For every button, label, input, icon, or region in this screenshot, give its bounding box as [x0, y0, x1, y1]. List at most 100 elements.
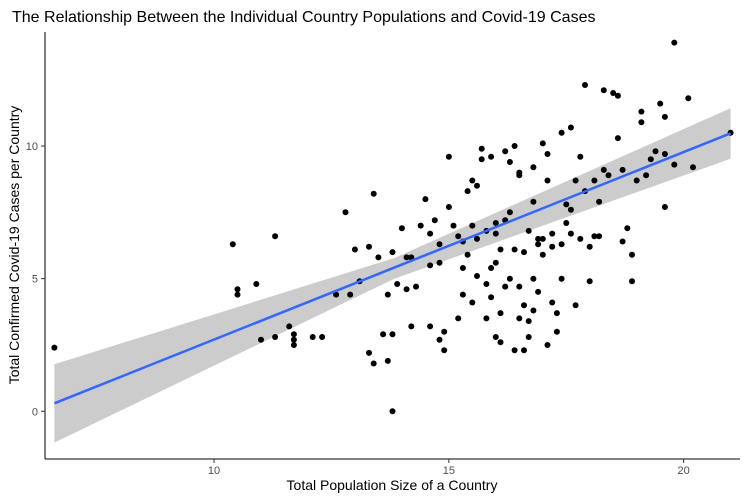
data-point [272, 233, 279, 240]
data-point [600, 166, 607, 173]
data-point [474, 235, 480, 242]
y-tick-label: 0 [32, 406, 38, 418]
data-point [464, 251, 471, 258]
data-point [671, 39, 678, 46]
data-point [445, 153, 452, 160]
x-tick-label: 20 [678, 465, 690, 477]
data-point [516, 172, 523, 179]
data-point [563, 220, 570, 226]
data-point [389, 249, 396, 256]
data-point [671, 161, 678, 168]
y-tick-label: 10 [26, 141, 38, 153]
data-point [384, 291, 391, 298]
data-point [469, 177, 476, 184]
data-point [591, 233, 598, 240]
data-point [638, 119, 645, 126]
data-point [596, 198, 603, 205]
data-point [629, 278, 635, 285]
data-point [488, 153, 495, 160]
data-point [577, 153, 584, 160]
data-point [614, 92, 621, 99]
data-point [549, 230, 556, 237]
data-point [398, 225, 405, 232]
data-point [558, 241, 565, 248]
data-point [511, 143, 518, 149]
data-point [492, 220, 499, 226]
data-point [633, 177, 640, 184]
data-point [478, 145, 485, 152]
data-point [567, 230, 574, 237]
data-point [553, 310, 560, 317]
data-point [234, 291, 241, 298]
data-point [572, 177, 579, 184]
data-point [596, 233, 603, 240]
data-point [366, 349, 372, 356]
data-point [661, 204, 668, 210]
data-point [605, 172, 612, 179]
confidence-band-layer [54, 108, 731, 443]
x-tick-label: 15 [443, 465, 455, 477]
data-point [366, 243, 372, 250]
data-point [469, 222, 476, 229]
data-point [408, 323, 415, 330]
x-axis-title: Total Population Size of a Country [287, 477, 498, 493]
data-point [530, 164, 537, 171]
data-point [441, 328, 448, 335]
data-point [413, 283, 419, 290]
data-point [384, 357, 391, 364]
data-point [229, 241, 236, 248]
data-point [577, 235, 584, 242]
data-point [436, 241, 443, 248]
data-point [610, 90, 617, 96]
confidence-band [54, 108, 731, 443]
data-point [403, 286, 410, 293]
data-point [427, 262, 434, 269]
data-point [403, 254, 410, 261]
points-layer [51, 39, 734, 415]
data-point [553, 328, 560, 335]
data-point [549, 299, 556, 306]
data-point [488, 294, 495, 301]
data-point [492, 230, 499, 237]
data-point [614, 135, 621, 142]
data-point [464, 188, 471, 195]
data-point [624, 225, 631, 232]
data-point [286, 323, 293, 330]
data-point [258, 336, 264, 343]
data-point [375, 254, 382, 261]
data-point [690, 164, 696, 171]
data-point [544, 342, 551, 348]
data-point [525, 227, 532, 234]
data-point [459, 291, 466, 298]
data-point [535, 241, 542, 248]
data-point [600, 87, 607, 94]
data-point [558, 129, 565, 136]
data-point [582, 82, 588, 88]
data-point [535, 288, 542, 295]
data-point [290, 336, 297, 343]
data-point [459, 265, 466, 271]
data-point [333, 291, 340, 298]
data-point [629, 251, 635, 258]
data-point [511, 347, 518, 354]
data-point [394, 281, 401, 287]
data-point [652, 148, 659, 155]
data-point [657, 100, 664, 107]
data-point [586, 243, 593, 250]
data-point [558, 275, 565, 282]
data-point [492, 334, 499, 340]
data-point [389, 331, 396, 338]
data-point [530, 307, 537, 314]
data-point [638, 108, 645, 115]
data-point [544, 151, 551, 157]
data-point [309, 334, 316, 340]
data-point [506, 275, 513, 282]
data-point [455, 233, 462, 240]
data-point [417, 222, 424, 229]
data-point [521, 347, 527, 354]
y-axis-title: Total Confirmed Covid-19 Cases per Count… [6, 106, 22, 385]
data-point [351, 246, 358, 253]
data-point [319, 334, 326, 340]
data-point [530, 275, 537, 282]
